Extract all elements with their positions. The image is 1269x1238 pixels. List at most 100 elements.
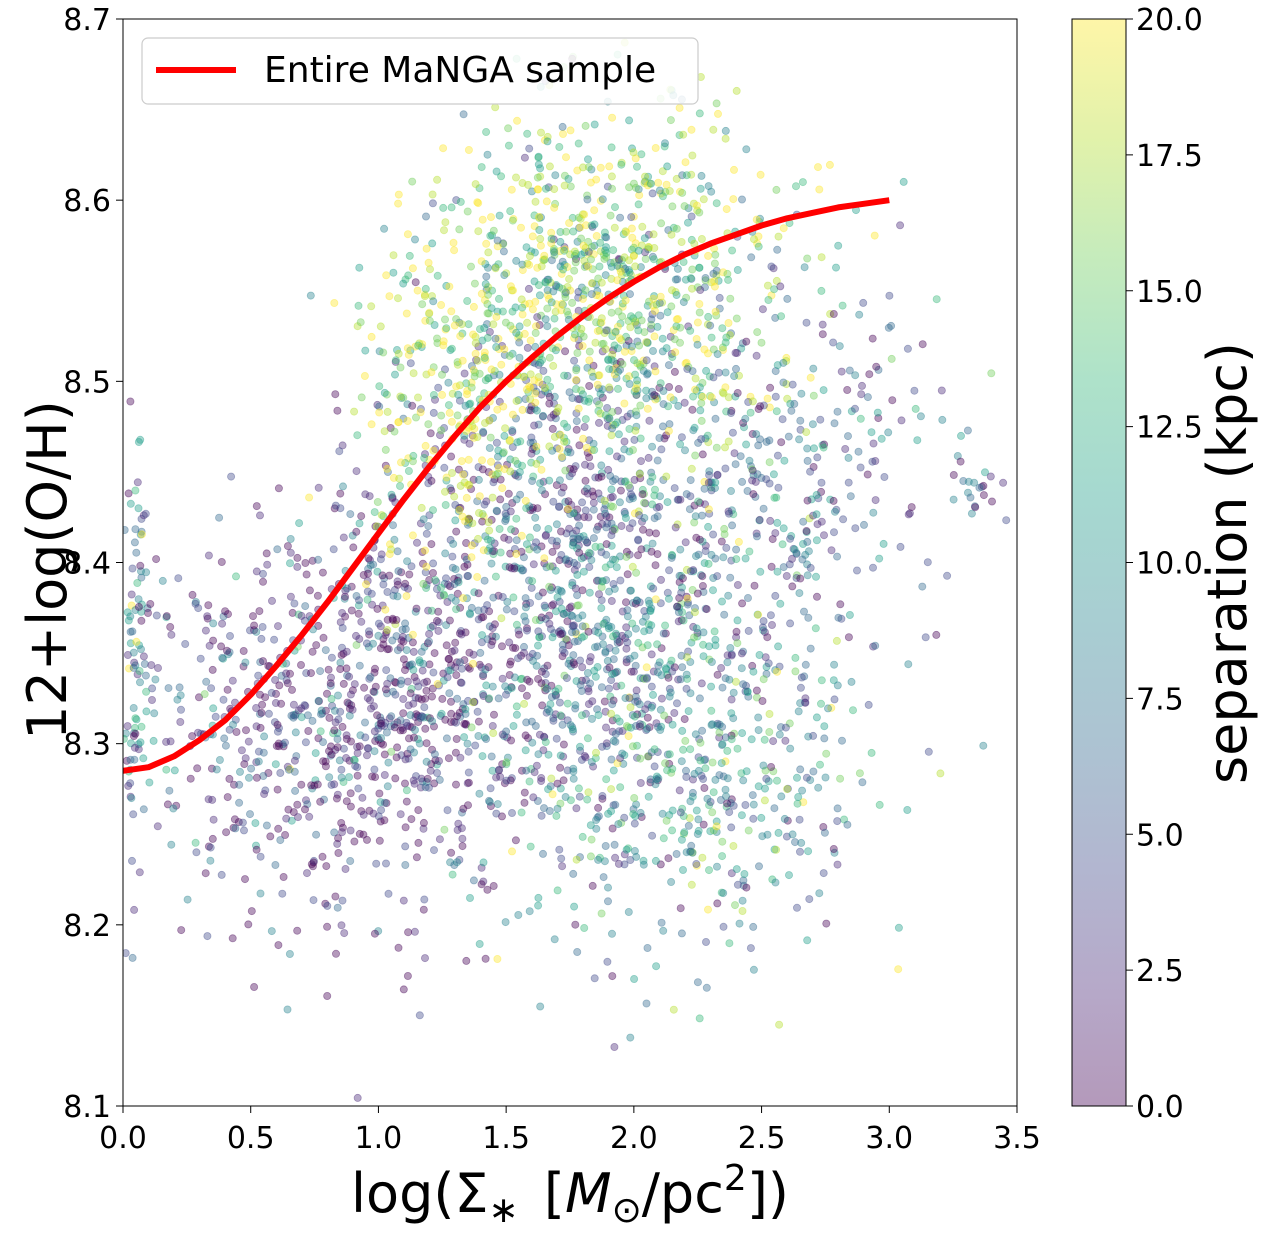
scatter-point bbox=[254, 757, 263, 766]
scatter-point bbox=[646, 607, 655, 616]
scatter-point bbox=[333, 691, 342, 700]
scatter-point bbox=[529, 383, 538, 392]
scatter-point bbox=[686, 476, 695, 485]
scatter-point bbox=[718, 852, 727, 861]
scatter-point bbox=[888, 396, 897, 405]
scatter-point bbox=[294, 706, 303, 715]
scatter-point bbox=[693, 340, 702, 349]
scatter-point bbox=[649, 230, 658, 239]
scatter-point bbox=[456, 197, 465, 206]
scatter-point bbox=[632, 411, 641, 420]
scatter-point bbox=[373, 604, 382, 613]
scatter-point bbox=[971, 503, 980, 512]
scatter-point bbox=[688, 405, 697, 414]
scatter-point bbox=[626, 1033, 635, 1042]
scatter-point bbox=[835, 342, 844, 351]
scatter-point bbox=[648, 539, 657, 548]
scatter-point bbox=[331, 892, 340, 901]
scatter-point bbox=[310, 781, 319, 790]
scatter-point bbox=[604, 622, 613, 631]
scatter-point bbox=[126, 792, 135, 801]
scatter-point bbox=[510, 562, 519, 571]
scatter-point bbox=[574, 601, 583, 610]
scatter-point bbox=[167, 630, 176, 639]
scatter-point bbox=[529, 472, 538, 481]
scatter-point bbox=[537, 486, 546, 495]
scatter-point bbox=[474, 606, 483, 615]
scatter-point bbox=[447, 647, 456, 656]
scatter-point bbox=[632, 686, 641, 695]
scatter-point bbox=[602, 249, 611, 258]
scatter-point bbox=[670, 709, 679, 718]
scatter-point bbox=[621, 514, 630, 523]
scatter-point bbox=[283, 1005, 292, 1014]
scatter-point bbox=[949, 495, 958, 504]
scatter-point bbox=[333, 743, 342, 752]
scatter-point bbox=[478, 690, 487, 699]
scatter-point bbox=[329, 545, 338, 554]
scatter-point bbox=[500, 533, 509, 542]
scatter-point bbox=[474, 463, 483, 472]
scatter-point bbox=[598, 794, 607, 803]
scatter-point bbox=[364, 643, 373, 652]
scatter-point bbox=[520, 648, 529, 657]
scatter-point bbox=[635, 469, 644, 478]
scatter-point bbox=[440, 825, 449, 834]
scatter-point bbox=[733, 388, 742, 397]
scatter-point bbox=[726, 294, 735, 303]
scatter-point bbox=[585, 356, 594, 365]
scatter-point bbox=[803, 537, 812, 546]
scatter-point bbox=[697, 435, 706, 444]
scatter-point bbox=[578, 390, 587, 399]
scatter-point bbox=[608, 365, 617, 374]
x-axis-title-mass: M bbox=[565, 1162, 612, 1225]
scatter-point bbox=[578, 294, 587, 303]
scatter-point bbox=[530, 442, 539, 451]
scatter-point bbox=[501, 318, 510, 327]
scatter-point bbox=[607, 785, 616, 794]
scatter-point bbox=[692, 624, 701, 633]
scatter-point bbox=[429, 559, 438, 568]
scatter-point bbox=[420, 292, 429, 301]
scatter-point bbox=[425, 714, 434, 723]
scatter-point bbox=[609, 632, 618, 641]
scatter-point bbox=[485, 622, 494, 631]
scatter-point bbox=[515, 338, 524, 347]
scatter-point bbox=[408, 638, 417, 647]
scatter-point bbox=[273, 545, 282, 554]
scatter-point bbox=[313, 591, 322, 600]
scatter-point bbox=[442, 734, 451, 743]
scatter-point bbox=[739, 680, 748, 689]
scatter-point bbox=[522, 376, 531, 385]
scatter-point bbox=[324, 747, 333, 756]
scatter-point bbox=[747, 253, 756, 262]
scatter-point bbox=[697, 171, 706, 180]
scatter-point bbox=[525, 260, 534, 269]
scatter-point bbox=[306, 669, 315, 678]
scatter-point bbox=[575, 792, 584, 801]
scatter-point bbox=[548, 547, 557, 556]
scatter-point bbox=[370, 664, 379, 673]
scatter-point bbox=[625, 495, 634, 504]
scatter-point bbox=[581, 622, 590, 631]
scatter-point bbox=[655, 186, 664, 195]
scatter-point bbox=[556, 763, 565, 772]
scatter-point bbox=[200, 690, 209, 699]
scatter-point bbox=[448, 870, 457, 879]
scatter-point bbox=[638, 485, 647, 494]
scatter-point bbox=[407, 815, 416, 824]
scatter-point bbox=[520, 788, 529, 797]
scatter-point bbox=[658, 809, 667, 818]
scatter-point bbox=[647, 650, 656, 659]
scatter-point bbox=[829, 845, 838, 854]
scatter-point bbox=[607, 597, 616, 606]
scatter-point bbox=[569, 658, 578, 667]
scatter-point bbox=[533, 797, 542, 806]
scatter-point bbox=[491, 334, 500, 343]
scatter-point bbox=[748, 429, 757, 438]
scatter-point bbox=[439, 676, 448, 685]
scatter-point bbox=[410, 673, 419, 682]
scatter-point bbox=[695, 694, 704, 703]
scatter-point bbox=[217, 870, 226, 879]
scatter-point bbox=[784, 432, 793, 441]
